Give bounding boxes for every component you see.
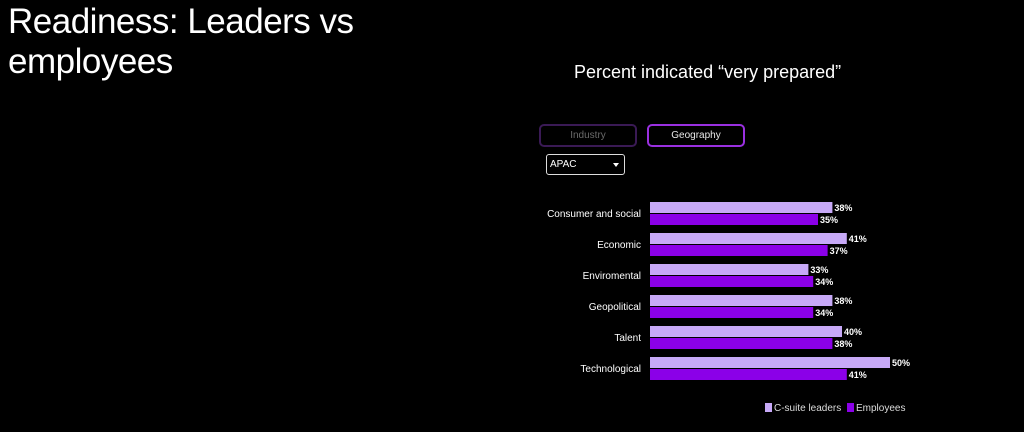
value-label: 40% bbox=[844, 327, 862, 337]
category-label: Consumer and social bbox=[547, 209, 641, 220]
value-label: 35% bbox=[820, 215, 838, 225]
bar bbox=[650, 338, 833, 349]
value-label: 38% bbox=[834, 296, 852, 306]
value-label: 50% bbox=[892, 358, 910, 368]
bar bbox=[650, 276, 814, 287]
value-label: 34% bbox=[815, 308, 833, 318]
legend-swatch bbox=[847, 403, 854, 412]
bar bbox=[650, 233, 847, 244]
page-title: Readiness: Leaders vs employees bbox=[8, 2, 354, 81]
legend-label: Employees bbox=[856, 403, 905, 414]
bar bbox=[650, 264, 809, 275]
bar bbox=[650, 369, 847, 380]
value-label: 34% bbox=[815, 277, 833, 287]
bar bbox=[650, 295, 833, 306]
bar bbox=[650, 307, 814, 318]
category-label: Technological bbox=[580, 364, 641, 375]
value-label: 41% bbox=[849, 370, 867, 380]
bar bbox=[650, 214, 818, 225]
value-label: 38% bbox=[834, 339, 852, 349]
caret-down-icon bbox=[613, 163, 619, 167]
category-label: Enviromental bbox=[583, 271, 641, 282]
legend-label: C-suite leaders bbox=[774, 403, 841, 414]
bar bbox=[650, 326, 842, 337]
region-dropdown-value: APAC bbox=[550, 159, 577, 170]
value-label: 41% bbox=[849, 234, 867, 244]
chart-title: Percent indicated “very prepared” bbox=[574, 62, 842, 82]
bar bbox=[650, 245, 828, 256]
value-label: 38% bbox=[834, 203, 852, 213]
tab-geography[interactable]: Geography bbox=[647, 124, 745, 147]
bar bbox=[650, 357, 890, 368]
legend-swatch bbox=[765, 403, 772, 412]
value-label: 37% bbox=[830, 246, 848, 256]
category-label: Geopolitical bbox=[589, 302, 641, 313]
category-label: Economic bbox=[597, 240, 641, 251]
bar bbox=[650, 202, 833, 213]
tab-industry[interactable]: Industry bbox=[539, 124, 637, 147]
value-label: 33% bbox=[810, 265, 828, 275]
region-dropdown[interactable]: APAC bbox=[546, 154, 625, 175]
category-label: Talent bbox=[614, 333, 641, 344]
